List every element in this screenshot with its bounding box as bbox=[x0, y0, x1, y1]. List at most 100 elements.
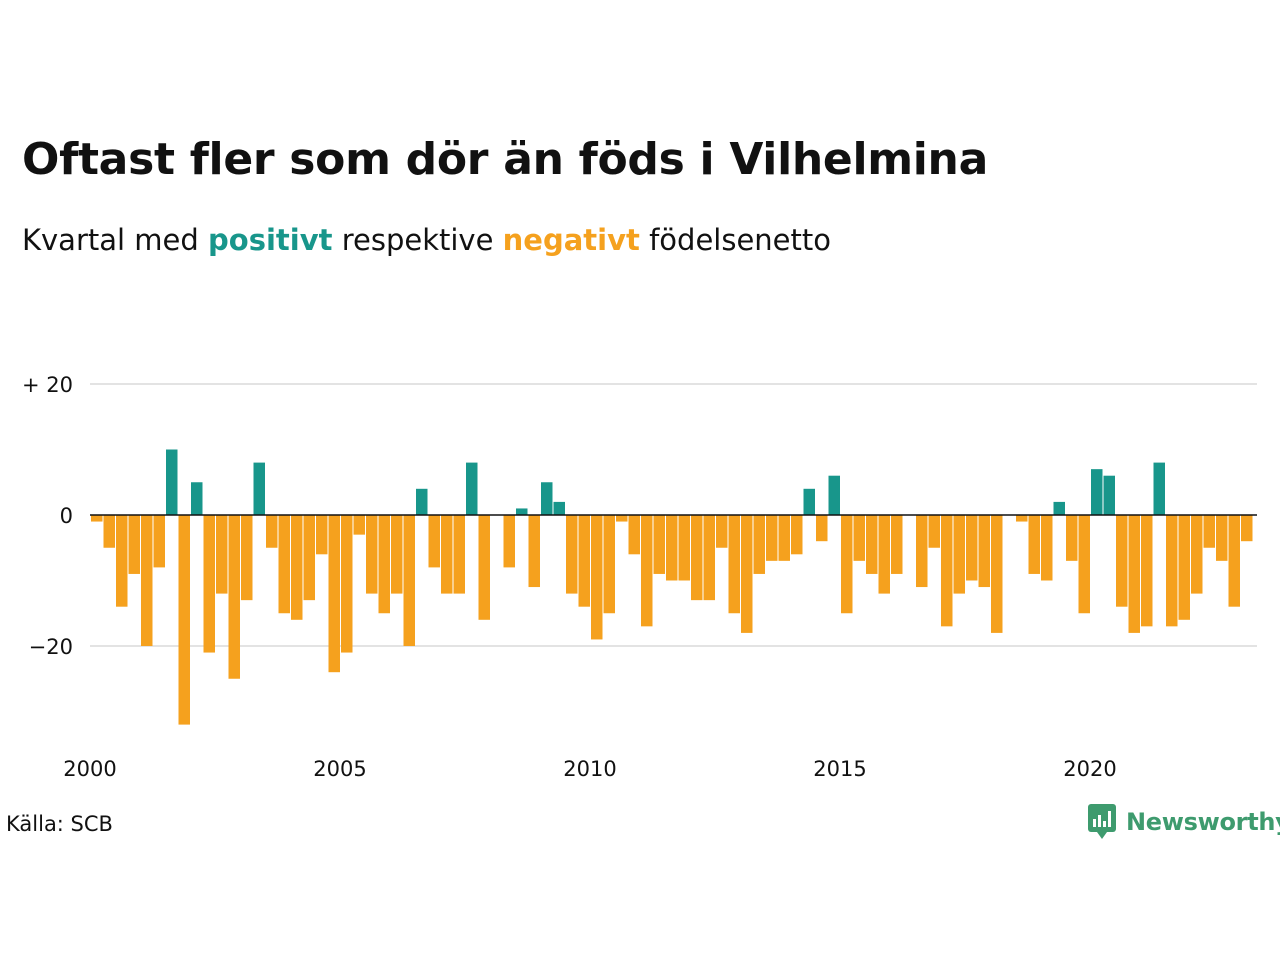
bar bbox=[328, 515, 340, 673]
bar bbox=[703, 515, 715, 601]
bar bbox=[466, 462, 478, 515]
bar bbox=[553, 501, 565, 515]
bar bbox=[991, 515, 1003, 633]
y-axis-ticks: + 20 0 −20 bbox=[22, 373, 73, 659]
bar-chart-speech-bubble-icon bbox=[1088, 804, 1116, 839]
bar bbox=[1016, 515, 1028, 522]
bar bbox=[728, 515, 740, 614]
bar bbox=[778, 515, 790, 561]
bar bbox=[766, 515, 778, 561]
y-tick-label: + 20 bbox=[22, 373, 73, 397]
bar bbox=[1166, 515, 1178, 627]
x-tick-label: 2015 bbox=[813, 757, 866, 781]
bar bbox=[641, 515, 653, 627]
bar bbox=[1078, 515, 1090, 614]
bar bbox=[816, 515, 828, 542]
bar bbox=[378, 515, 390, 614]
brand-logo[interactable]: Newsworthy bbox=[1088, 804, 1280, 840]
bar bbox=[1178, 515, 1190, 620]
bar bbox=[391, 515, 403, 594]
bar bbox=[478, 515, 490, 620]
bar bbox=[716, 515, 728, 548]
subtitle-suffix: födelsenetto bbox=[639, 223, 831, 257]
bar bbox=[1141, 515, 1153, 627]
bar bbox=[91, 515, 103, 522]
bar bbox=[828, 475, 840, 515]
subtitle-positive: positivt bbox=[208, 223, 333, 257]
bar bbox=[803, 488, 815, 515]
bar bbox=[891, 515, 903, 574]
bar bbox=[791, 515, 803, 555]
bar bbox=[291, 515, 303, 620]
bar bbox=[228, 515, 240, 679]
bar bbox=[941, 515, 953, 627]
bar bbox=[1191, 515, 1203, 594]
bar bbox=[566, 515, 578, 594]
bar bbox=[878, 515, 890, 594]
bar bbox=[266, 515, 278, 548]
bar bbox=[966, 515, 978, 581]
y-tick-label: 0 bbox=[60, 504, 73, 528]
bar bbox=[166, 449, 178, 515]
bar bbox=[516, 508, 528, 515]
bar bbox=[853, 515, 865, 561]
bar bbox=[1216, 515, 1228, 561]
grid-lines bbox=[90, 383, 1257, 647]
bar bbox=[928, 515, 940, 548]
bar bbox=[116, 515, 128, 607]
bar bbox=[1153, 462, 1165, 515]
subtitle-prefix: Kvartal med bbox=[22, 223, 209, 257]
bar bbox=[978, 515, 990, 588]
bar bbox=[366, 515, 378, 594]
y-tick-label: −20 bbox=[29, 635, 73, 659]
bar bbox=[1228, 515, 1240, 607]
x-tick-label: 2005 bbox=[313, 757, 366, 781]
chart-title: Oftast fler som dör än föds i Vilhelmina bbox=[22, 134, 988, 185]
bar bbox=[416, 488, 428, 515]
bar bbox=[428, 515, 440, 568]
bar bbox=[141, 515, 153, 646]
bar bbox=[528, 515, 540, 588]
bar bbox=[216, 515, 228, 594]
bar bbox=[453, 515, 465, 594]
bar bbox=[616, 515, 628, 522]
brand-name: Newsworthy bbox=[1126, 808, 1280, 836]
bar bbox=[1116, 515, 1128, 607]
bar bbox=[153, 515, 165, 568]
x-tick-label: 2000 bbox=[63, 757, 116, 781]
bar bbox=[866, 515, 878, 574]
bar bbox=[278, 515, 290, 614]
bar bbox=[1053, 501, 1065, 515]
bar bbox=[603, 515, 615, 614]
bar bbox=[341, 515, 353, 653]
bar bbox=[241, 515, 253, 601]
bar bbox=[353, 515, 365, 535]
x-tick-label: 2020 bbox=[1063, 757, 1116, 781]
bar bbox=[403, 515, 415, 646]
bar bbox=[191, 482, 203, 515]
bar bbox=[953, 515, 965, 594]
bar bbox=[103, 515, 115, 548]
bar bbox=[441, 515, 453, 594]
bar bbox=[316, 515, 328, 555]
source-note: Källa: SCB bbox=[6, 812, 113, 836]
bar bbox=[303, 515, 315, 601]
bar bbox=[1028, 515, 1040, 574]
bar bbox=[1091, 469, 1103, 515]
bar bbox=[253, 462, 265, 515]
chart-subtitle: Kvartal med positivt respektive negativt… bbox=[22, 220, 831, 260]
x-tick-label: 2010 bbox=[563, 757, 616, 781]
bar bbox=[541, 482, 553, 515]
bar bbox=[666, 515, 678, 581]
bar bbox=[741, 515, 753, 633]
bar bbox=[1103, 475, 1115, 515]
bar bbox=[841, 515, 853, 614]
x-axis-ticks: 2000 2005 2010 2015 2020 bbox=[63, 757, 1116, 781]
bar bbox=[1241, 515, 1253, 542]
bar bbox=[753, 515, 765, 574]
bar bbox=[1041, 515, 1053, 581]
bar bbox=[916, 515, 928, 588]
bar bbox=[128, 515, 140, 574]
bar bbox=[1128, 515, 1140, 633]
bar bbox=[203, 515, 215, 653]
